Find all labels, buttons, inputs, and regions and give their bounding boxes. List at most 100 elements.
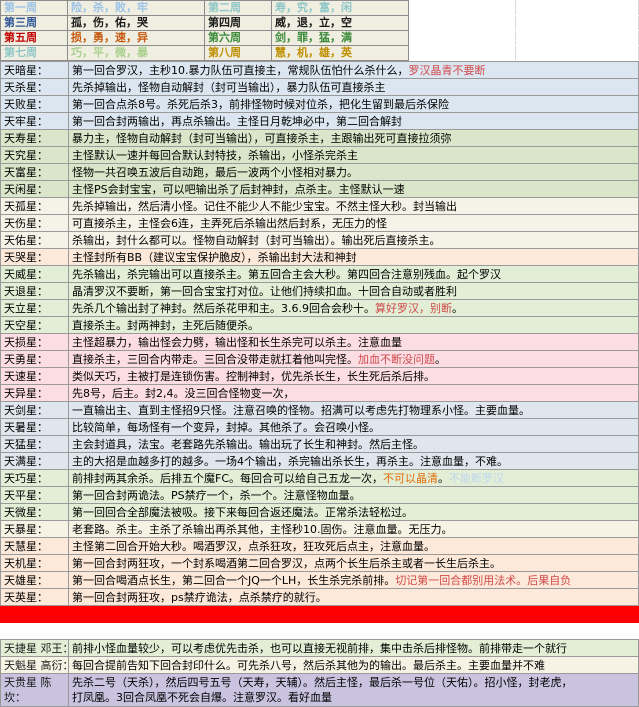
table-row[interactable]: 天魁星 高衍： 每回合提前告知下回合封印什么。可先杀八号，然后杀其他为的输出。最后…: [0, 656, 639, 674]
week-row-2[interactable]: 第三周 孤，伤，佑，哭 第四周 威，退，立，空: [0, 15, 639, 31]
star-name-cell[interactable]: 天佑星：: [0, 231, 69, 249]
strategy-text-cell[interactable]: 怪物一共召唤五波后自动跑，最后一波两个小怪相对暴力。: [68, 163, 639, 181]
table-row[interactable]: 天勇星： 直接杀主，三回合内带走。三回合没带走就扛着他叫完怪。加血不断没问题。: [0, 350, 639, 368]
week-empty-cell-a[interactable]: [408, 0, 516, 16]
star-name-cell[interactable]: 天暴星：: [0, 520, 69, 538]
strategy-text-cell[interactable]: 每回合提前告知下回合封印什么。可先杀八号，然后杀其他为的输出。最后杀主。主要血量…: [68, 656, 639, 674]
table-row[interactable]: 天孤星： 先杀掉输出，然后清小怪。记住不能少人不能少宝宝。不然主怪大秒。封当输出: [0, 197, 639, 215]
table-row[interactable]: 天暴星： 老套路。杀主。主杀了杀输出再杀其他，主怪秒10.固伤。注意血量。无压力。: [0, 520, 639, 538]
table-row[interactable]: 天伤星： 可直接杀主，主怪会6连，主弄死后杀输出然后封系，无压力的怪: [0, 214, 639, 232]
table-row[interactable]: 天巧星： 前排封两其余杀。后排五个魔FC。每回合可以给自己五龙一次，不可以晶清。不…: [0, 469, 639, 487]
strategy-text-cell[interactable]: 先杀输出，杀完输出可以直接杀主。第五回合主会大秒。第四回合注意别残血。起个罗汉: [68, 265, 639, 283]
strategy-text-cell[interactable]: 前排小怪血量较少，可以考虑优先击杀，也可以直接无视前排，集中击杀后排怪物。前排带…: [68, 639, 639, 657]
strategy-text-cell[interactable]: 主的大招是血越多打的越多。一场4个输出，杀完输出杀长生，再杀主。注意血量，不难。: [68, 452, 639, 470]
star-name-cell[interactable]: 天魁星 高衍：: [0, 656, 69, 674]
week-empty-cell-g[interactable]: [408, 45, 516, 61]
star-name-cell[interactable]: 天败星：: [0, 95, 69, 113]
table-row[interactable]: 天慧星： 主怪第二回合开始大秒。喝酒罗汉，点杀狂攻，狂攻死后点主，注意血量。: [0, 537, 639, 555]
table-row[interactable]: 天暑星： 比较简单，每场怪有一个变异，封掉。其他杀了。会召唤小怪。: [0, 418, 639, 436]
strategy-text-cell[interactable]: 主怪超暴力，输出怪会力劈，输出怪和长生杀完可以杀主。注意血量: [68, 333, 639, 351]
strategy-text-cell[interactable]: 前排封两其余杀。后排五个魔FC。每回合可以给自己五龙一次，不可以晶清。不能断罗汉: [68, 469, 639, 487]
table-row[interactable]: 天哭星： 主怪封所有BB（建议宝宝保护脆皮），杀输出封大法和神封: [0, 248, 639, 266]
strategy-text-cell[interactable]: 第一回合封两输出，再点杀输出。主怪日月乾坤必中，第二回合解封: [68, 112, 639, 130]
table-row[interactable]: 天微星： 第一回回合全部魔法被吸。接下来每回合返还魔法。正常杀法轻松过。: [0, 503, 639, 521]
strategy-text-cell[interactable]: 主怪第二回合开始大秒。喝酒罗汉，点杀狂攻，狂攻死后点主，注意血量。: [68, 537, 639, 555]
week-empty-cell-e[interactable]: [408, 30, 516, 46]
strategy-text-cell[interactable]: 第一回回合全部魔法被吸。接下来每回合返还魔法。正常杀法轻松过。: [68, 503, 639, 521]
star-name-cell[interactable]: 天伤星：: [0, 214, 69, 232]
table-row[interactable]: 天损星： 主怪超暴力，输出怪会力劈，输出怪和长生杀完可以杀主。注意血量: [0, 333, 639, 351]
star-name-cell[interactable]: 天机星：: [0, 554, 69, 572]
strategy-text-cell[interactable]: 第一回合封两诡法。PS禁疗一个，杀一个。注意怪物血量。: [68, 486, 639, 504]
strategy-text-cell[interactable]: 暴力主，怪物自动解封（封可当输出），可直接杀主，主跟输出死可直接拉须弥: [68, 129, 639, 147]
strategy-text-cell[interactable]: 直接杀主，三回合内带走。三回合没带走就扛着他叫完怪。加血不断没问题。: [68, 350, 639, 368]
strategy-text-cell[interactable]: 主怪默认一速并每回合默认封特技，杀输出，小怪杀完杀主: [68, 146, 639, 164]
strategy-text-cell[interactable]: 先8号，后主。封2,4。没三回合怪物变一次，: [68, 384, 639, 402]
week-empty-cell-c[interactable]: [408, 15, 516, 31]
star-name-cell[interactable]: 天猛星：: [0, 435, 69, 453]
table-row[interactable]: 天英星： 第一回合封两狂攻，ps禁疗诡法，点杀禁疗的就行。: [0, 588, 639, 606]
star-name-cell[interactable]: 天寿星：: [0, 129, 69, 147]
week-row-3[interactable]: 第五周 损，勇，速，异 第六周 剑，罪，猛，满: [0, 30, 639, 46]
star-name-cell[interactable]: 天雄星：: [0, 571, 69, 589]
table-row[interactable]: 天速星： 类似天巧，主被打是连锁伤害。控制神封，优先杀长生，长生死后杀后排。: [0, 367, 639, 385]
strategy-text-cell[interactable]: 可直接杀主，主怪会6连，主弄死后杀输出然后封系，无压力的怪: [68, 214, 639, 232]
star-name-cell[interactable]: 天闲星：: [0, 180, 69, 198]
strategy-text-cell[interactable]: 第一回合点杀8号。杀死后杀3，前排怪物时候对位杀，把化生留到最后杀保险: [68, 95, 639, 113]
table-row[interactable]: 天贵星 陈坎： 先杀二号（天杀），然后四号五号（天寿，天辅）。然后主怪，最后杀一号…: [0, 673, 639, 707]
week-row-1[interactable]: 第一周 险，杀，败，牢 第二周 寿，究，富，闲: [0, 0, 639, 16]
star-name-cell[interactable]: 天退星：: [0, 282, 69, 300]
strategy-text-cell[interactable]: 直接杀主。封两神封，主死后随便杀。: [68, 316, 639, 334]
week-empty-cell-h[interactable]: [515, 45, 639, 61]
star-name-cell[interactable]: 天满星：: [0, 452, 69, 470]
week-empty-cell-d[interactable]: [515, 15, 639, 31]
table-row[interactable]: 天退星： 晶清罗汉不要断，第一回合宝宝打对位。让他们持续扣血。十回合自动或者胜利: [0, 282, 639, 300]
table-row[interactable]: 天寿星： 暴力主，怪物自动解封（封可当输出），可直接杀主，主跟输出死可直接拉须弥: [0, 129, 639, 147]
strategy-text-cell[interactable]: 第一回合罗汉，主秒10.暴力队伍可直接主，常规队伍怕什么杀什么，罗汉晶青不要断: [68, 61, 639, 79]
strategy-text-cell[interactable]: 第一回合喝酒点长生，第二回合一个JQ一个LH，长生杀完杀前排。切记第一回合都别用…: [68, 571, 639, 589]
star-name-cell[interactable]: 天孤星：: [0, 197, 69, 215]
table-row[interactable]: 天异星： 先8号，后主。封2,4。没三回合怪物变一次，: [0, 384, 639, 402]
star-name-cell[interactable]: 天英星：: [0, 588, 69, 606]
table-row[interactable]: 天牢星： 第一回合封两输出，再点杀输出。主怪日月乾坤必中，第二回合解封: [0, 112, 639, 130]
week-row-4[interactable]: 第七周 巧，平，微，暴 第八周 慧，机，雄，英: [0, 45, 639, 61]
strategy-text-cell[interactable]: 先杀掉输出，然后清小怪。记住不能少人不能少宝宝。不然主怪大秒。封当输出: [68, 197, 639, 215]
star-name-cell[interactable]: 天巧星：: [0, 469, 69, 487]
star-name-cell[interactable]: 天损星：: [0, 333, 69, 351]
star-name-cell[interactable]: 天究星：: [0, 146, 69, 164]
star-name-cell[interactable]: 天牢星：: [0, 112, 69, 130]
table-row[interactable]: 天机星： 第一回合封两狂攻，一个封系喝酒第二回合罗汉，点两个长生后杀主或者一长生后…: [0, 554, 639, 572]
strategy-text-cell[interactable]: 类似天巧，主被打是连锁伤害。控制神封，优先杀长生，长生死后杀后排。: [68, 367, 639, 385]
star-name-cell[interactable]: 天哭星：: [0, 248, 69, 266]
star-name-cell[interactable]: 天微星：: [0, 503, 69, 521]
table-row[interactable]: 天捷星 邓王： 前排小怪血量较少，可以考虑优先击杀，也可以直接无视前排，集中击杀后…: [0, 639, 639, 657]
star-name-cell[interactable]: 天捷星 邓王：: [0, 639, 69, 657]
strategy-text-cell[interactable]: 先杀掉输出，怪物自动解封（封可当输出），暴力队伍可直接杀主: [68, 78, 639, 96]
star-name-cell[interactable]: 天勇星：: [0, 350, 69, 368]
table-row[interactable]: 天暗星： 第一回合罗汉，主秒10.暴力队伍可直接主，常规队伍怕什么杀什么，罗汉晶青…: [0, 61, 639, 79]
star-name-cell[interactable]: 天富星：: [0, 163, 69, 181]
strategy-text-cell[interactable]: 晶清罗汉不要断，第一回合宝宝打对位。让他们持续扣血。十回合自动或者胜利: [68, 282, 639, 300]
star-name-cell[interactable]: 天暗星：: [0, 61, 69, 79]
star-name-cell[interactable]: 天速星：: [0, 367, 69, 385]
strategy-text-cell[interactable]: 一直输出主、直到主怪招9只怪。注意召唤的怪物。招满可以考虑先打物理系小怪。主要血…: [68, 401, 639, 419]
strategy-text-cell[interactable]: 第一回合封两狂攻，一个封系喝酒第二回合罗汉，点两个长生后杀主或者一长生后杀主。: [68, 554, 639, 572]
star-name-cell[interactable]: 天立星：: [0, 299, 69, 317]
strategy-text-cell[interactable]: 主会封道具，法宝。老套路先杀输出。输出玩了长生和神封。然后主怪。: [68, 435, 639, 453]
strategy-text-cell[interactable]: 第一回合封两狂攻，ps禁疗诡法，点杀禁疗的就行。: [68, 588, 639, 606]
strategy-text-cell[interactable]: 先杀几个输出封了神封。然后杀花甲和主。3.6.9回合会秒十。算好罗汉，别断。: [68, 299, 639, 317]
star-name-cell[interactable]: 天空星：: [0, 316, 69, 334]
table-row[interactable]: 天平星： 第一回合封两诡法。PS禁疗一个，杀一个。注意怪物血量。: [0, 486, 639, 504]
strategy-text-cell[interactable]: 杀输出，封什么都可以。怪物自动解封（封可当输出）。输出死后直接杀主。: [68, 231, 639, 249]
table-row[interactable]: 天究星： 主怪默认一速并每回合默认封特技，杀输出，小怪杀完杀主: [0, 146, 639, 164]
strategy-text-cell[interactable]: 老套路。杀主。主杀了杀输出再杀其他，主怪秒10.固伤。注意血量。无压力。: [68, 520, 639, 538]
star-name-cell[interactable]: 天杀星：: [0, 78, 69, 96]
star-name-cell[interactable]: 天暑星：: [0, 418, 69, 436]
table-row[interactable]: 天雄星： 第一回合喝酒点长生，第二回合一个JQ一个LH，长生杀完杀前排。切记第一回…: [0, 571, 639, 589]
table-row[interactable]: 天富星： 怪物一共召唤五波后自动跑，最后一波两个小怪相对暴力。: [0, 163, 639, 181]
week-empty-cell-f[interactable]: [515, 30, 639, 46]
table-row[interactable]: 天威星： 先杀输出，杀完输出可以直接杀主。第五回合主会大秒。第四回合注意别残血。起…: [0, 265, 639, 283]
table-row[interactable]: 天佑星： 杀输出，封什么都可以。怪物自动解封（封可当输出）。输出死后直接杀主。: [0, 231, 639, 249]
table-row[interactable]: 天空星： 直接杀主。封两神封，主死后随便杀。: [0, 316, 639, 334]
table-row[interactable]: 天满星： 主的大招是血越多打的越多。一场4个输出，杀完输出杀长生，再杀主。注意血量…: [0, 452, 639, 470]
